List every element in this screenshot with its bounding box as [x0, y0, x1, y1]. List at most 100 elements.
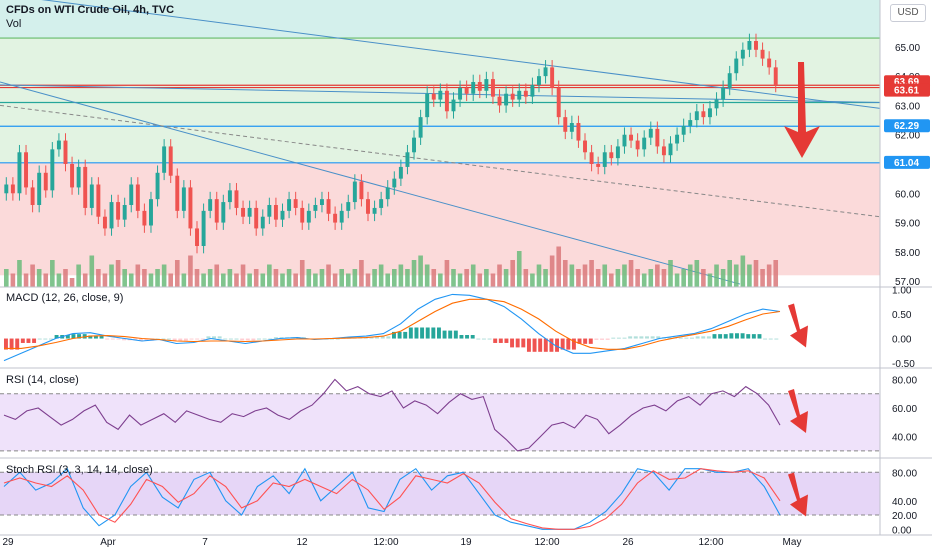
candle — [221, 202, 226, 223]
volume-bar — [306, 269, 312, 287]
macd-histogram-bar — [768, 338, 773, 340]
macd-histogram-bar — [380, 336, 385, 339]
macd-title: MACD (12, 26, close, 9) — [6, 292, 124, 304]
macd-histogram-bar — [611, 337, 616, 339]
candle — [4, 184, 9, 194]
candle — [83, 166, 88, 208]
candle — [681, 125, 686, 135]
volume-bar — [69, 278, 75, 287]
volume-bar — [753, 260, 759, 287]
currency-button[interactable]: USD — [890, 4, 926, 22]
candle — [227, 190, 232, 203]
volume-bar — [628, 260, 634, 287]
volume-bar — [615, 269, 621, 287]
candle — [648, 128, 653, 138]
candle — [181, 187, 186, 211]
macd-histogram-bar — [414, 327, 419, 339]
price-tick-label: 60.00 — [895, 189, 920, 200]
macd-histogram-bar — [206, 336, 211, 339]
candle — [352, 181, 357, 203]
candle — [280, 210, 285, 220]
macd-histogram-bar — [431, 327, 436, 339]
candle — [760, 49, 765, 59]
indicator-tick-label: 80.00 — [892, 468, 917, 479]
volume-bar — [332, 273, 338, 287]
time-axis-label: 12 — [296, 537, 308, 548]
macd-histogram-bar — [403, 331, 408, 339]
time-axis-label: 7 — [202, 537, 208, 548]
macd-histogram-bar — [4, 338, 8, 350]
volume-bar — [569, 264, 575, 287]
volume-bar — [36, 269, 42, 287]
volume-bar — [378, 264, 384, 287]
indicator-tick-label: 0.50 — [892, 310, 912, 321]
candle — [306, 210, 311, 223]
macd-histogram-bar — [228, 338, 233, 340]
volume-bar — [497, 264, 502, 287]
candle — [655, 128, 660, 147]
volume-bar — [609, 273, 614, 287]
macd-histogram-bar — [757, 334, 762, 339]
macd-histogram-bar — [504, 338, 509, 343]
macd-histogram-bar — [549, 338, 554, 352]
price-zone-0 — [0, 0, 880, 39]
candle — [471, 82, 476, 94]
volume-bar — [385, 273, 391, 287]
macd-histogram-bar — [712, 334, 717, 339]
candle — [431, 93, 436, 100]
volume-bar — [714, 264, 719, 287]
price-label: 63.69 — [894, 77, 919, 88]
stoch-rsi-title: Stoch RSI (3, 3, 14, 14, close) — [6, 464, 153, 476]
volume-bar — [109, 264, 114, 287]
candle — [43, 172, 48, 191]
indicator-axis-bg — [880, 369, 932, 458]
macd-histogram-bar — [189, 338, 194, 340]
price-tick-label: 58.00 — [895, 248, 920, 259]
price-tick-label: 59.00 — [895, 219, 920, 230]
macd-histogram-bar — [701, 336, 706, 339]
time-axis-label: 12:00 — [698, 537, 723, 548]
candle — [188, 187, 193, 229]
volume-bar — [50, 260, 55, 287]
volume-bar — [372, 269, 377, 287]
macd-histogram-bar — [212, 336, 216, 339]
volume-bar — [359, 260, 364, 287]
time-axis-label: 26 — [622, 537, 634, 548]
candle — [622, 134, 627, 147]
macd-histogram-bar — [571, 338, 576, 350]
candle — [247, 207, 252, 217]
candle — [208, 199, 213, 211]
volume-bar — [155, 269, 160, 287]
candle — [589, 152, 594, 164]
candle — [392, 178, 397, 188]
volume-bar — [405, 269, 410, 287]
volume-bar — [549, 255, 555, 287]
volume-bar — [339, 269, 344, 287]
volume-bar — [760, 269, 765, 287]
candle — [155, 172, 160, 200]
macd-histogram-bar — [555, 338, 560, 352]
candle — [707, 108, 712, 118]
macd-histogram-bar — [110, 338, 115, 340]
candle — [366, 199, 370, 214]
macd-histogram-bar — [538, 338, 543, 352]
volume-bar — [194, 269, 200, 287]
volume-bar — [352, 269, 358, 287]
candle — [543, 67, 548, 77]
candle — [385, 187, 390, 200]
macd-histogram-bar — [532, 338, 537, 352]
macd-histogram-bar — [476, 338, 481, 340]
macd-histogram-bar — [718, 334, 723, 339]
price-label-bg — [884, 83, 930, 97]
indicator-tick-label: 20.00 — [892, 511, 917, 522]
macd-histogram-bar — [240, 338, 245, 341]
indicator-tick-label: 0.00 — [892, 525, 912, 536]
candle — [451, 99, 456, 112]
macd-histogram-bar — [650, 336, 655, 339]
volume-bar — [326, 264, 331, 287]
indicator-tick-label: 0.00 — [892, 335, 912, 346]
volume-bar — [661, 269, 667, 287]
macd-histogram-bar — [470, 335, 475, 339]
candle — [444, 90, 449, 112]
macd-histogram-bar — [684, 337, 689, 339]
